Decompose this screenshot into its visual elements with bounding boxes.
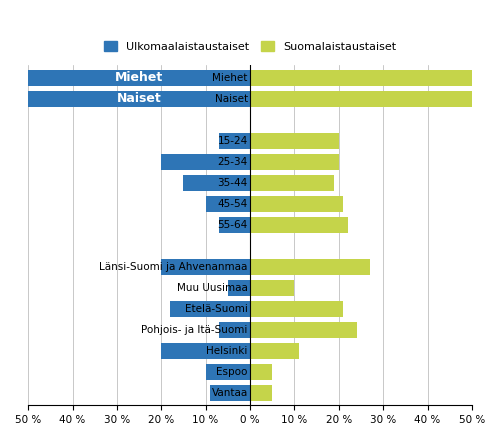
- Bar: [250, 70, 472, 86]
- Bar: [219, 322, 250, 337]
- Bar: [161, 154, 250, 170]
- Text: 35-44: 35-44: [218, 178, 248, 188]
- Bar: [250, 196, 343, 212]
- Text: Espoo: Espoo: [216, 367, 248, 377]
- Legend: Ulkomaalaistaustaiset, Suomalaistaustaiset: Ulkomaalaistaustaiset, Suomalaistaustais…: [100, 37, 401, 56]
- Text: Miehet: Miehet: [212, 73, 248, 83]
- Bar: [184, 175, 250, 191]
- Bar: [219, 217, 250, 233]
- Text: Naiset: Naiset: [116, 92, 162, 106]
- Text: 55-64: 55-64: [218, 220, 248, 230]
- Bar: [28, 70, 250, 86]
- Bar: [250, 133, 339, 149]
- Text: Muu Uusimaa: Muu Uusimaa: [177, 283, 248, 293]
- Text: 15-24: 15-24: [218, 136, 248, 146]
- Bar: [250, 385, 272, 400]
- Bar: [206, 196, 250, 212]
- Text: Etelä-Suomi: Etelä-Suomi: [185, 304, 248, 314]
- Bar: [161, 259, 250, 275]
- Bar: [250, 259, 370, 275]
- Bar: [161, 343, 250, 359]
- Text: 25-34: 25-34: [218, 157, 248, 167]
- Bar: [250, 322, 356, 337]
- Bar: [250, 175, 334, 191]
- Bar: [28, 91, 250, 107]
- Bar: [250, 280, 294, 296]
- Bar: [250, 364, 272, 380]
- Bar: [250, 301, 343, 317]
- Text: Vantaa: Vantaa: [212, 388, 248, 398]
- Text: Länsi-Suomi ja Ahvenanmaa: Länsi-Suomi ja Ahvenanmaa: [100, 262, 248, 272]
- Bar: [250, 217, 348, 233]
- Bar: [228, 280, 250, 296]
- Text: Helsinki: Helsinki: [206, 346, 248, 356]
- Bar: [170, 301, 250, 317]
- Text: Naiset: Naiset: [214, 94, 248, 104]
- Bar: [219, 133, 250, 149]
- Text: Pohjois- ja Itä-Suomi: Pohjois- ja Itä-Suomi: [142, 325, 248, 335]
- Text: 45-54: 45-54: [218, 199, 248, 209]
- Bar: [250, 343, 299, 359]
- Bar: [206, 364, 250, 380]
- Bar: [250, 91, 472, 107]
- Bar: [210, 385, 250, 400]
- Bar: [250, 154, 339, 170]
- Text: Miehet: Miehet: [115, 71, 163, 84]
